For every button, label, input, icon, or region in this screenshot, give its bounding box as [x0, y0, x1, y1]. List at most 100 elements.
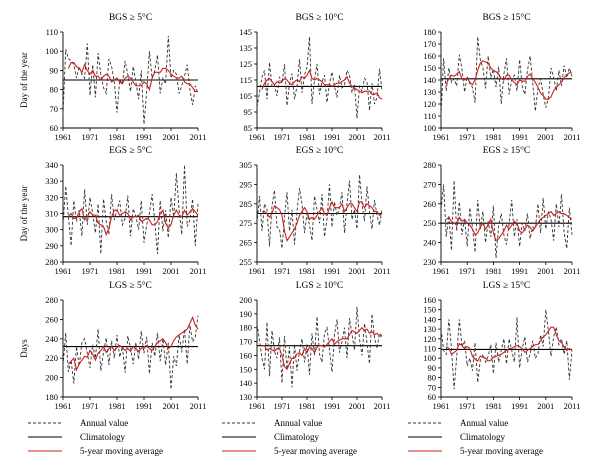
legend-annual-value-label: Annual value [274, 418, 322, 428]
y-tick-label: 330 [45, 176, 58, 186]
x-tick-label: 2011 [374, 401, 391, 411]
x-tick-label: 1971 [82, 132, 99, 142]
y-tick-label: 130 [239, 392, 252, 402]
y-tick-label: 200 [239, 295, 252, 305]
y-tick-label: 260 [423, 199, 436, 209]
x-tick-label: 2011 [564, 266, 581, 276]
chart-panel-3: BGS ≥ 15°C 100 110 120 130 140 150 160 170 180 196… [423, 12, 580, 142]
y-tick-label: 110 [424, 111, 436, 121]
chart-panel-1: BGS ≥ 5°C Day of the year 60 70 80 90 100 110 19… [19, 12, 206, 142]
x-tick-label: 1991 [324, 132, 341, 142]
y-tick-label: 180 [45, 392, 58, 402]
legend-3: Annual value Climatology 5-year moving ave… [408, 418, 543, 456]
y-tick-label: 305 [239, 160, 252, 170]
y-tick-label: 80 [428, 373, 437, 383]
x-tick-label: 2001 [349, 401, 366, 411]
x-tick-label: 2011 [374, 266, 391, 276]
x-tick-label: 1971 [82, 401, 99, 411]
x-tick-label: 1971 [459, 266, 476, 276]
annual-value-series [256, 36, 383, 119]
chart-panel-8: LGS ≥ 10°C 130 140 150 160 170 180 190 200 1961 19… [239, 280, 390, 411]
x-tick-label: 1991 [136, 132, 153, 142]
y-tick-label: 140 [423, 75, 436, 85]
annual-value-series [62, 35, 199, 125]
moving-average-series [445, 60, 572, 100]
y-tick-label: 130 [423, 87, 436, 97]
x-tick-label: 1981 [109, 266, 126, 276]
x-tick-label: 2011 [564, 132, 581, 142]
y-tick-label: 180 [423, 27, 436, 37]
x-tick-label: 1961 [433, 401, 450, 411]
y-tick-label: 60 [428, 392, 437, 402]
y-tick-label: 150 [239, 364, 252, 374]
annual-value-series [62, 164, 199, 254]
y-tick-label: 180 [239, 323, 252, 333]
y-tick-label: 145 [239, 27, 252, 37]
y-tick-label: 100 [423, 353, 436, 363]
y-tick-label: 240 [45, 334, 58, 344]
legend-moving-average-label: 5-year moving average [274, 446, 357, 456]
moving-average-series [67, 315, 199, 372]
y-tick-label: 80 [50, 85, 59, 95]
y-tick-label: 130 [423, 324, 436, 334]
x-tick-label: 1971 [459, 401, 476, 411]
legend-annual-value-label: Annual value [460, 418, 508, 428]
x-tick-label: 1991 [511, 132, 528, 142]
annual-value-series [256, 174, 383, 249]
x-tick-label: 2001 [349, 132, 366, 142]
y-tick-label: 90 [428, 363, 437, 373]
legend-climatology-label: Climatology [460, 432, 506, 442]
x-tick-label: 1971 [82, 266, 99, 276]
annual-value-series [440, 180, 573, 259]
x-tick-label: 1991 [324, 401, 341, 411]
x-tick-label: 1961 [249, 132, 266, 142]
legend-moving-average-label: 5-year moving average [460, 446, 543, 456]
x-tick-label: 2001 [349, 266, 366, 276]
chart-title: LGS ≥ 5°C [109, 280, 152, 291]
y-tick-label: 110 [46, 27, 58, 37]
x-tick-label: 1981 [485, 266, 502, 276]
y-tick-label: 70 [50, 104, 59, 114]
x-tick-label: 1991 [136, 401, 153, 411]
chart-panel-6: EGS ≥ 15°C 230 240 250 260 270 280 1961 1971 1981… [423, 145, 580, 276]
y-tick-label: 125 [239, 59, 252, 69]
chart-title: BGS ≥ 5°C [109, 12, 152, 23]
y-tick-label: 280 [45, 257, 58, 267]
chart-title: LGS ≥ 15°C [483, 280, 531, 291]
x-tick-label: 2001 [163, 132, 180, 142]
y-tick-label: 160 [423, 295, 436, 305]
y-tick-label: 105 [239, 91, 252, 101]
x-tick-label: 1981 [109, 132, 126, 142]
legend-climatology-label: Climatology [80, 432, 126, 442]
legend-moving-average-label: 5-year moving average [80, 446, 163, 456]
y-tick-label: 70 [428, 382, 437, 392]
chart-title: EGS ≥ 10°C [296, 145, 344, 156]
chart-title: EGS ≥ 15°C [483, 145, 531, 156]
y-tick-label: 320 [45, 192, 58, 202]
y-tick-label: 260 [45, 314, 58, 324]
annual-value-series [62, 315, 199, 390]
x-tick-label: 1981 [485, 401, 502, 411]
x-tick-label: 1981 [299, 266, 316, 276]
y-tick-label: 95 [244, 107, 253, 117]
y-tick-label: 290 [45, 241, 58, 251]
moving-average-series [445, 210, 573, 242]
x-tick-label: 1971 [274, 132, 291, 142]
y-tick-label: 280 [45, 295, 58, 305]
legend-annual-value-label: Annual value [80, 418, 128, 428]
y-tick-label: 100 [423, 123, 436, 133]
x-tick-label: 2011 [564, 401, 581, 411]
y-tick-label: 150 [423, 305, 436, 315]
chart-title: EGS ≥ 5°C [109, 145, 152, 156]
x-tick-label: 1961 [55, 266, 72, 276]
y-tick-label: 135 [239, 43, 252, 53]
moving-average-series [262, 200, 383, 243]
y-tick-label: 60 [50, 123, 59, 133]
legend-climatology-label: Climatology [274, 432, 320, 442]
x-tick-label: 1961 [55, 401, 72, 411]
y-tick-label: 150 [423, 63, 436, 73]
moving-average-series [261, 68, 383, 100]
x-tick-label: 1961 [249, 401, 266, 411]
x-tick-label: 1961 [433, 266, 450, 276]
x-tick-label: 1991 [511, 401, 528, 411]
